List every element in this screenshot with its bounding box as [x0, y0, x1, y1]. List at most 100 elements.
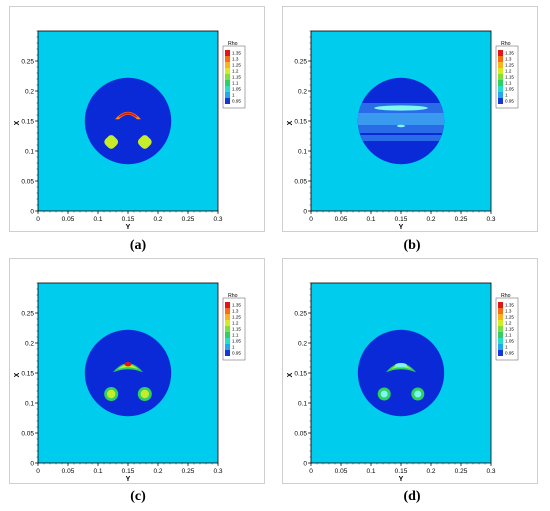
legend-level-label: 1.1 — [232, 333, 239, 338]
legend-swatch — [498, 302, 503, 308]
legend-title: Rho — [501, 41, 511, 47]
y-axis-label: X — [14, 120, 21, 125]
legend-level-label: 1.05 — [505, 339, 514, 344]
panel-caption: (a) — [129, 238, 147, 253]
legend-swatch — [225, 302, 230, 308]
x-tick-label: 0.25 — [182, 468, 195, 475]
arc-outer — [113, 363, 143, 373]
panel-b: 0 0.05 0.1 0.15 0.2 0.25 0.3 0 0.05 0.1 0.15 0.2 0.2… — [282, 6, 538, 232]
legend-level-label: 1.25 — [232, 315, 241, 320]
y-tick-label: 0.1 — [298, 400, 307, 407]
legend-level-label: 1.05 — [505, 87, 514, 92]
x-tick-label: 0.15 — [122, 216, 135, 223]
y-tick-label: 0.2 — [25, 340, 34, 347]
legend-level-label: 1.25 — [505, 63, 514, 68]
legend-level-label: 1.35 — [232, 303, 241, 308]
legend-swatch — [498, 62, 503, 68]
legend-swatch — [225, 308, 230, 314]
contour-plot: 0 0.05 0.1 0.15 0.2 0.25 0.3 0 0.05 0.1 0.15 0.2 0.2… — [14, 30, 246, 231]
panel-d: 0 0.05 0.1 0.15 0.2 0.25 0.3 0 0.05 0.1 0.15 0.2 0.2… — [282, 258, 538, 484]
y-axis-label: X — [287, 120, 294, 125]
panel-caption: (b) — [403, 238, 421, 253]
legend-level-label: 1 — [505, 93, 508, 98]
y-tick-label: 0.15 — [21, 370, 34, 377]
legend-level-label: 0.95 — [232, 99, 241, 104]
legend-swatch — [498, 92, 503, 98]
legend-swatch — [225, 68, 230, 74]
x-tick-label: 0.25 — [182, 216, 195, 223]
legend-swatch — [498, 86, 503, 92]
y-tick-label: 0 — [30, 208, 34, 215]
x-tick-label: 0.1 — [366, 216, 375, 223]
legend-swatch — [498, 50, 503, 56]
x-tick-label: 0.3 — [486, 216, 495, 223]
legend-level-label: 1.15 — [232, 75, 241, 80]
legend-level-label: 1.25 — [232, 63, 241, 68]
legend-swatch — [498, 350, 503, 356]
legend-swatch — [225, 332, 230, 338]
upper-streak — [374, 105, 428, 111]
y-tick-label: 0.05 — [21, 178, 34, 185]
dense-disc — [84, 77, 172, 165]
y-tick-label: 0 — [303, 460, 307, 467]
panel-a: 0 0.05 0.1 0.15 0.2 0.25 0.3 0 0.05 0.1 0.15 0.2 0.2… — [9, 6, 265, 232]
y-tick-label: 0.05 — [294, 178, 307, 185]
legend-swatch — [225, 326, 230, 332]
x-axis-label: Y — [126, 476, 131, 483]
legend-swatch — [498, 344, 503, 350]
x-tick-label: 0.15 — [395, 468, 408, 475]
legend-level-label: 0.95 — [232, 351, 241, 356]
y-tick-label: 0 — [303, 208, 307, 215]
y-tick-label: 0.2 — [298, 340, 307, 347]
legend-level-label: 1.35 — [232, 51, 241, 56]
legend-level-label: 1.25 — [505, 315, 514, 320]
x-tick-label: 0.2 — [426, 216, 435, 223]
legend-level-label: 1.1 — [232, 81, 239, 86]
y-tick-label: 0.25 — [294, 58, 307, 65]
x-tick-label: 0.2 — [153, 468, 162, 475]
y-tick-label: 0.15 — [294, 118, 307, 125]
legend-swatch — [498, 338, 503, 344]
legend-swatch — [225, 74, 230, 80]
legend-swatch — [225, 56, 230, 62]
y-tick-label: 0 — [30, 460, 34, 467]
x-tick-label: 0 — [36, 216, 40, 223]
side-spot — [104, 135, 119, 149]
legend-level-label: 0.95 — [505, 99, 514, 104]
panel-caption: (d) — [403, 489, 421, 504]
side-spot-core — [107, 389, 116, 399]
arc-peak — [124, 362, 132, 367]
legend-title: Rho — [501, 293, 511, 299]
legend-level-label: 1.05 — [232, 339, 241, 344]
x-tick-label: 0.05 — [62, 216, 75, 223]
legend-title: Rho — [228, 41, 238, 47]
x-axis-label: Y — [399, 476, 404, 483]
legend-level-label: 1.2 — [505, 69, 512, 74]
legend-swatch — [225, 344, 230, 350]
legend-level-label: 1.15 — [232, 327, 241, 332]
x-tick-label: 0.2 — [426, 468, 435, 475]
dense-disc — [84, 329, 172, 417]
legend-level-label: 1.15 — [505, 327, 514, 332]
legend-level-label: 1 — [232, 345, 235, 350]
side-spot — [137, 135, 152, 149]
legend-swatch — [498, 74, 503, 80]
x-axis-label: Y — [399, 224, 404, 231]
panel-caption: (c) — [130, 489, 146, 504]
y-tick-label: 0.05 — [294, 430, 307, 437]
legend-swatch — [225, 86, 230, 92]
x-axis-label: Y — [126, 224, 131, 231]
y-tick-label: 0.1 — [25, 400, 34, 407]
y-tick-label: 0.25 — [294, 310, 307, 317]
legend-level-label: 1 — [505, 345, 508, 350]
arc-inner — [118, 364, 138, 370]
side-spot-core — [414, 390, 422, 398]
legend-swatch — [498, 320, 503, 326]
x-tick-label: 0 — [36, 468, 40, 475]
y-axis-label: X — [287, 372, 294, 377]
legend-level-label: 1.1 — [505, 81, 512, 86]
legend-level-label: 1.3 — [232, 57, 239, 62]
x-tick-label: 0.15 — [395, 216, 408, 223]
legend-swatch — [225, 80, 230, 86]
arc-highlight — [395, 363, 407, 368]
